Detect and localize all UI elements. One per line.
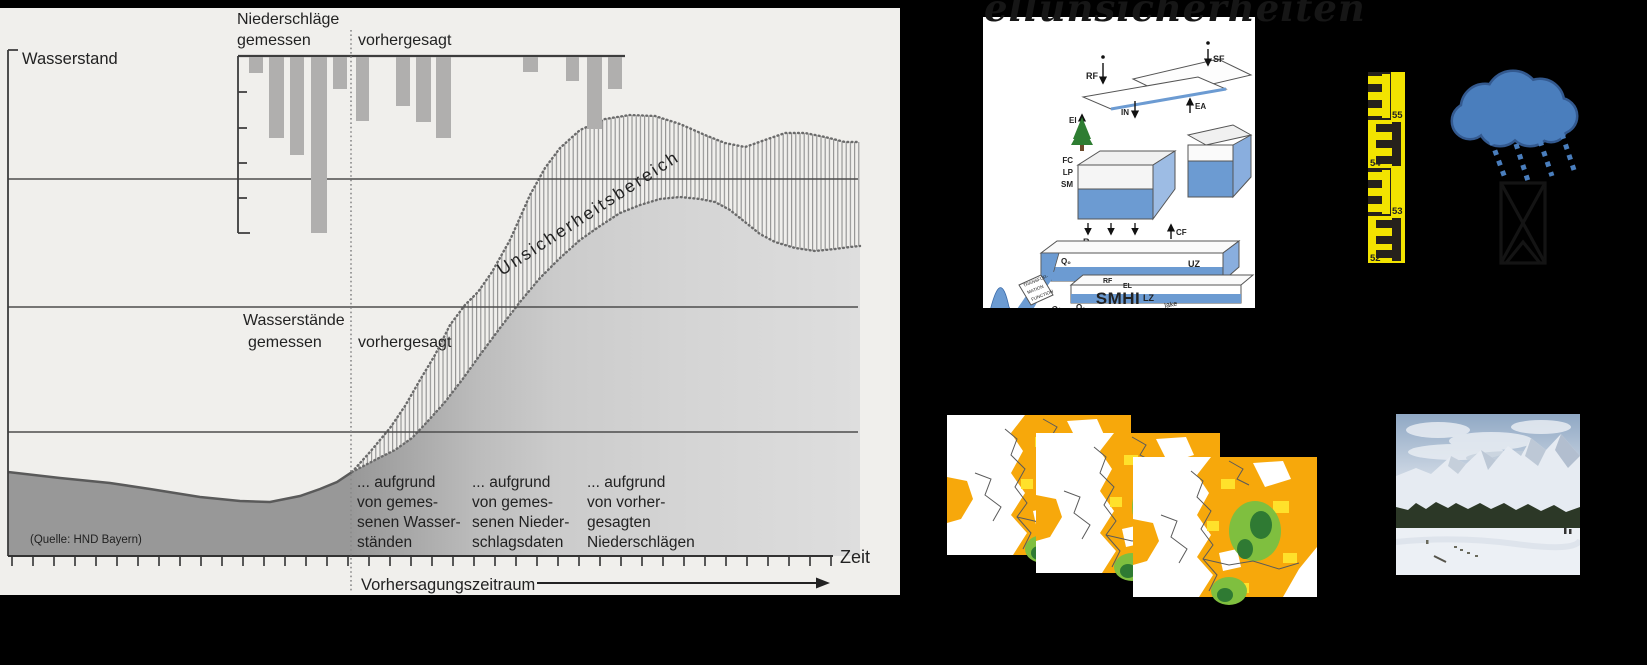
time-axis-ticks: [11, 557, 832, 566]
label-ea: EA: [1195, 102, 1206, 111]
svg-text:54: 54: [1370, 158, 1381, 169]
svg-text:von gemes-: von gemes-: [472, 494, 553, 511]
level-legend-title: Wasserstände: [243, 312, 345, 329]
label-rf2: RF: [1103, 278, 1113, 285]
hydrograph-peak: [988, 287, 1016, 318]
y-axis-label: Wasserstand: [22, 50, 118, 68]
label-uz: UZ: [1188, 259, 1200, 269]
winter-landscape-photo: [1396, 414, 1580, 575]
distant-figures: [1564, 528, 1572, 534]
flood-forecast-chart: Wasserstand Zeit Niederschläge gemessen …: [0, 8, 900, 595]
label-q0: Q₀: [1061, 257, 1071, 266]
svg-text:53: 53: [1392, 206, 1403, 217]
svg-text:senen Nieder-: senen Nieder-: [472, 514, 569, 531]
right-zone-block: [1186, 124, 1253, 199]
source-note: (Quelle: HND Bayern): [30, 534, 142, 546]
tree-icon: [1071, 117, 1093, 151]
precipitation-axis-bracket: [237, 56, 250, 234]
label-rf: RF: [1086, 71, 1098, 81]
band-lower-dotted-curve: [350, 195, 862, 474]
svg-text:... aufgrund: ... aufgrund: [472, 474, 550, 491]
level-legend-measured: gemessen: [248, 334, 322, 351]
svg-text:ständen: ständen: [357, 534, 412, 551]
annotation-block-3: ... aufgrund von vorher- gesagten Nieder…: [587, 474, 695, 551]
annotation-block-2: ... aufgrund von gemes- senen Nieder- sc…: [472, 474, 569, 551]
svg-text:Niederschlägen: Niederschlägen: [587, 534, 695, 551]
svg-text:55: 55: [1392, 110, 1403, 121]
svg-text:von gemes-: von gemes-: [357, 494, 438, 511]
reference-lines: [8, 178, 858, 433]
label-lz: LZ: [1143, 293, 1154, 303]
label-ei: EI: [1069, 116, 1077, 125]
smhi-logo: SMHI: [1096, 289, 1141, 308]
precip-legend-measured: gemessen: [237, 32, 311, 49]
water-level-gauge: 55 54 53 52: [1368, 72, 1405, 263]
hbv-model-box: SF RF IN EA EI FC LP SM R CF: [983, 17, 1255, 319]
svg-text:senen Wasser-: senen Wasser-: [357, 514, 461, 531]
svg-text:schlagsdaten: schlagsdaten: [472, 534, 563, 551]
water-level-axis: [7, 49, 18, 556]
svg-text:52: 52: [1370, 253, 1381, 263]
hbv-model-diagram: SF RF IN EA EI FC LP SM R CF: [988, 41, 1255, 319]
label-sm: SM: [1061, 180, 1073, 189]
label-cf: CF: [1176, 228, 1187, 237]
level-legend-forecast: vorhergesagt: [358, 334, 452, 351]
measured-water-level-line: [7, 470, 353, 504]
forecast-period-label: Vorhersagungszeitraum: [361, 576, 535, 594]
label-in: IN: [1121, 108, 1129, 117]
gauge-segment-3: 53: [1368, 168, 1405, 217]
annotation-block-1: ... aufgrund von gemes- senen Wasser- st…: [357, 474, 461, 551]
label-lake: lake: [1164, 300, 1178, 308]
svg-text:... aufgrund: ... aufgrund: [587, 474, 665, 491]
rain-cloud-icon: [1450, 69, 1579, 182]
precip-legend-title: Niederschläge: [237, 11, 339, 28]
gauge-segment-1: 55: [1368, 72, 1405, 121]
gauge-segment-4: 52: [1368, 216, 1405, 263]
svg-text:von vorher-: von vorher-: [587, 494, 665, 511]
precip-legend-forecast: vorhergesagt: [358, 32, 452, 49]
svg-text:... aufgrund: ... aufgrund: [357, 474, 435, 491]
snow-tracks: [1426, 540, 1478, 557]
precipitation-bars: [249, 57, 622, 233]
gauge-segment-2: 54: [1368, 120, 1405, 169]
label-sf: SF: [1213, 54, 1225, 64]
rain-streaks: [1488, 133, 1577, 182]
svg-text:MATION: MATION: [1027, 284, 1045, 295]
lower-zone-slab: [1069, 274, 1255, 304]
label-q0q1: Q₀+Q₁: [1037, 303, 1063, 308]
label-lp: LP: [1063, 168, 1074, 177]
water-level-fill: [8, 197, 860, 556]
precipitation-map-stack: [947, 415, 1318, 606]
uncertainty-band: [350, 113, 862, 474]
slide-title-fragment: ellunsicherheiten: [984, 0, 1366, 30]
forest-band: [1396, 502, 1580, 534]
label-el: EL: [1123, 283, 1133, 290]
band-upper-dotted-curve: [350, 113, 862, 474]
forecast-period-arrow: [537, 577, 830, 589]
forecast-map-frame-3: [1132, 456, 1318, 606]
label-fc: FC: [1062, 156, 1073, 165]
hourglass-icon: [1499, 181, 1547, 265]
x-axis-label: Zeit: [840, 547, 870, 567]
svg-text:gesagten: gesagten: [587, 514, 651, 531]
label-q1: Q₁: [1076, 303, 1086, 308]
soil-moisture-block: [1076, 150, 1177, 221]
